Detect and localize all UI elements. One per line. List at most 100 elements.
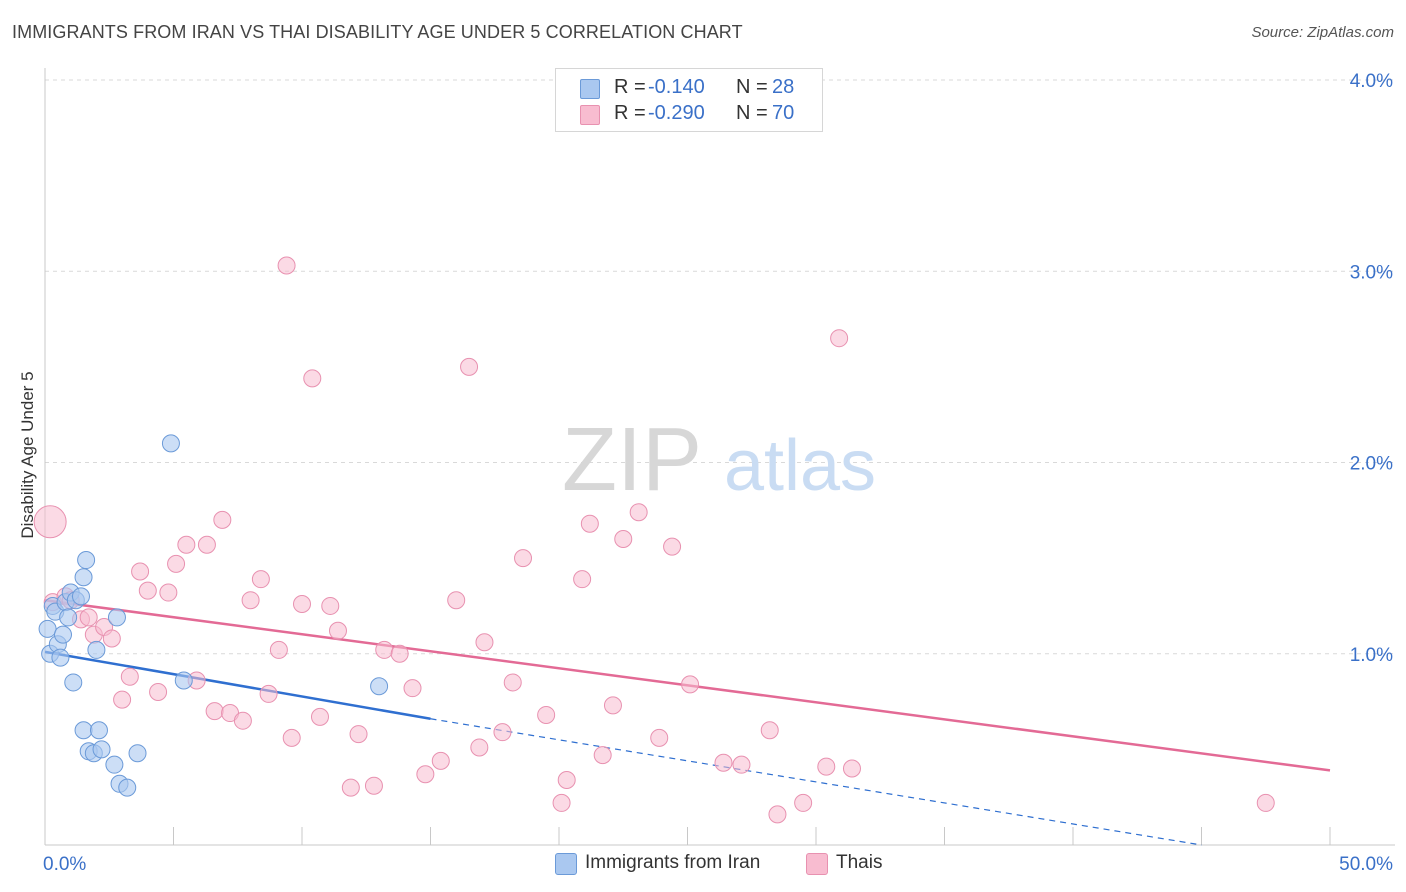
thai-point [259, 684, 278, 703]
y-tick-label: 2.0% [1350, 454, 1393, 475]
legend-swatch-iran [580, 79, 600, 99]
thai-point [390, 644, 409, 663]
iran-point [51, 648, 70, 667]
iran-point [71, 587, 90, 606]
tick-labels: 1.0% 2.0% 3.0% 4.0% 0.0% 50.0% [43, 71, 1393, 875]
thai-point [213, 510, 232, 529]
thai-point [614, 530, 633, 548]
iran-trend-dashed [430, 718, 1202, 846]
iran-point [161, 434, 180, 453]
iran-point [89, 721, 108, 740]
thai-point [475, 633, 494, 652]
thai-point [197, 535, 216, 554]
thai-point [629, 503, 648, 522]
thai-point [321, 596, 340, 615]
y-axis-label: Disability Age Under 5 [18, 371, 37, 538]
iran-trend-solid [44, 650, 431, 721]
thai-point [241, 591, 260, 610]
thai-point [205, 702, 224, 721]
thai-point [269, 640, 288, 659]
bottom-legend-label-thai: Thais [836, 852, 883, 873]
thai-point [416, 765, 435, 784]
thai-point [470, 738, 489, 757]
thai-point [580, 514, 599, 533]
legend-r-label: R = [614, 76, 646, 98]
legend-n-value: 70 [772, 102, 795, 124]
thai-point [732, 755, 751, 774]
x-tick-label: 50.0% [1339, 854, 1393, 875]
y-tick-label: 3.0% [1350, 262, 1393, 283]
thai-point [681, 675, 700, 694]
thai-point [328, 621, 347, 640]
watermark-zip: ZIP [562, 410, 702, 510]
legend-r-label: R = [614, 102, 646, 124]
thai-point [650, 728, 669, 747]
legend-r-value: -0.140 [648, 76, 705, 98]
thai-point [663, 537, 682, 556]
legend-r-value: -0.290 [648, 102, 705, 124]
iran-point [105, 755, 124, 774]
thai-point [603, 696, 622, 715]
bottom-legend-label-iran: Immigrants from Iran [585, 852, 761, 873]
thai-point [403, 679, 422, 698]
iran-point [370, 677, 389, 696]
thai-point [113, 690, 132, 709]
iran-point [74, 568, 93, 587]
thai-point [120, 667, 139, 686]
thai-point [375, 640, 394, 659]
legend-n-value: 28 [772, 76, 795, 98]
thai-point [768, 805, 787, 824]
thai-point [537, 705, 556, 724]
thai-point [293, 595, 311, 614]
iran-point [92, 740, 111, 759]
gridlines [45, 79, 1395, 655]
thai-point [364, 776, 383, 795]
iran-point [107, 608, 126, 627]
thai-point [349, 725, 368, 744]
iran-point [38, 619, 57, 638]
thai-point [842, 759, 861, 778]
thai-point [830, 329, 849, 348]
legend-swatch-thai [580, 105, 600, 125]
thai-point [817, 757, 836, 776]
thai-point [159, 583, 178, 602]
thai-point [131, 562, 150, 581]
thai-point [277, 256, 296, 275]
watermark: ZIP atlas [562, 410, 876, 510]
thai-point [557, 770, 576, 789]
iran-point [53, 625, 72, 644]
thai-point [251, 570, 270, 589]
iran-point [128, 744, 147, 763]
chart-title: IMMIGRANTS FROM IRAN VS THAI DISABILITY … [12, 22, 743, 42]
thai-point [714, 753, 733, 772]
watermark-atlas: atlas [724, 426, 876, 506]
thai-point [460, 357, 479, 376]
thai-point [282, 728, 301, 747]
iran-point [59, 608, 78, 627]
thai-points [33, 256, 1275, 824]
thai-point [167, 554, 186, 573]
thai-point [794, 793, 813, 812]
thai-point [303, 369, 322, 388]
thai-point [177, 535, 196, 554]
iran-point [87, 640, 106, 659]
thai-point [138, 581, 157, 600]
thai-point [493, 723, 512, 742]
thai-point [1256, 793, 1275, 812]
thai-point [552, 793, 571, 812]
thai-point [341, 778, 360, 797]
thai-point [447, 591, 466, 610]
legend: R = -0.140 N = 28 R = -0.290 N = 70 [555, 68, 823, 132]
bottom-legend-swatch-thai [806, 853, 828, 875]
thai-point [310, 707, 329, 726]
y-tick-label: 1.0% [1350, 645, 1393, 666]
thai-point [573, 570, 592, 589]
source-label: Source: ZipAtlas.com [1251, 24, 1394, 41]
iran-point [118, 778, 137, 797]
iran-point [74, 721, 93, 740]
thai-point [760, 721, 779, 740]
iran-points [38, 434, 389, 797]
thai-point [593, 746, 612, 765]
thai-point [149, 683, 168, 701]
